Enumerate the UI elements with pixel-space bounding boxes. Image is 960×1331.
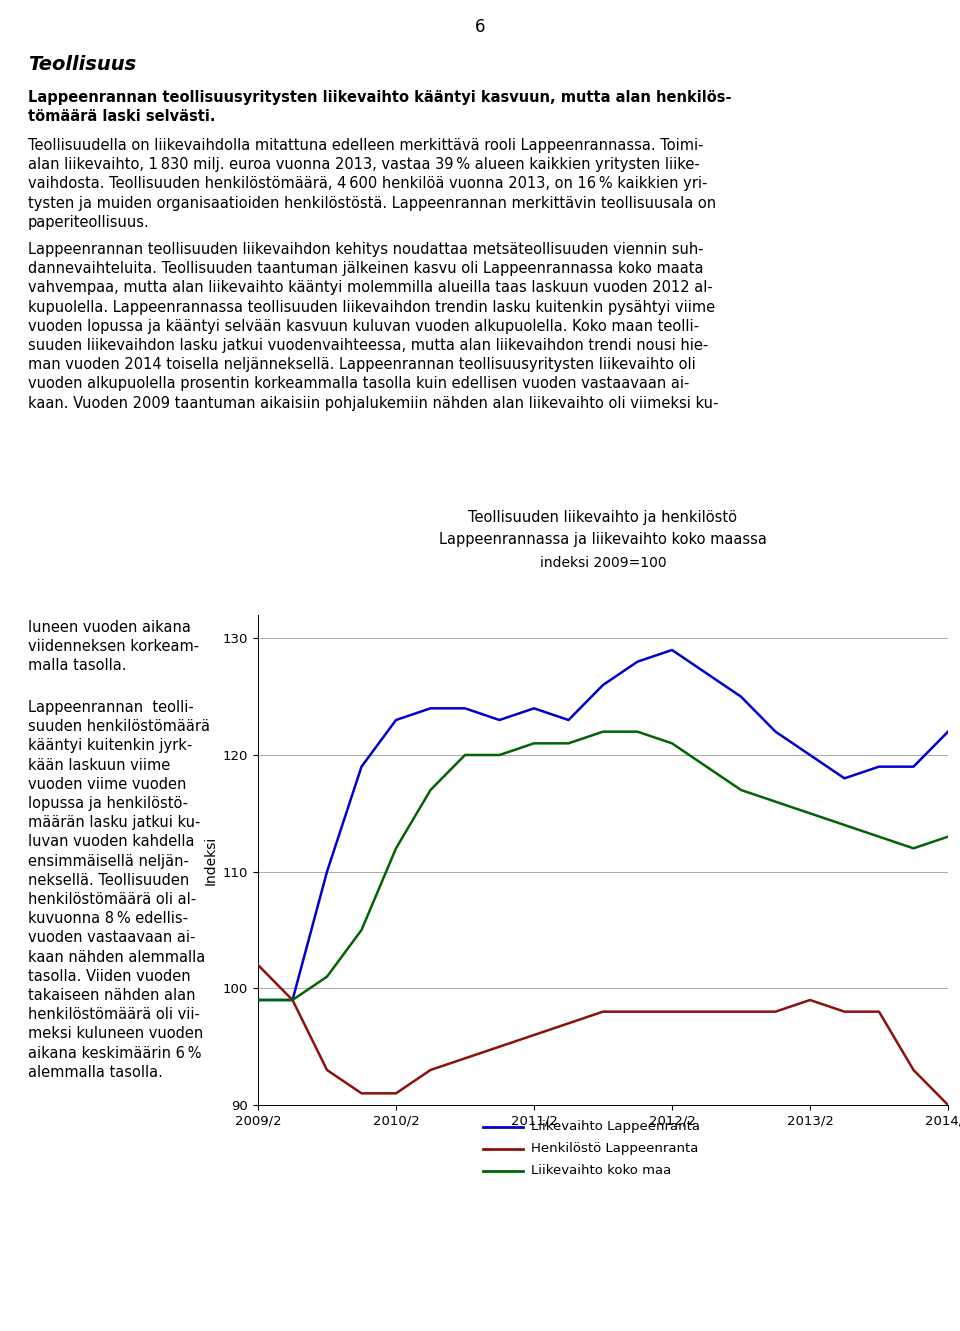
Text: Lappeenrannan teollisuusyritysten liikevaihto kääntyi kasvuun, mutta alan henkil: Lappeenrannan teollisuusyritysten liikev… <box>28 91 732 124</box>
Text: luneen vuoden aikana
viidenneksen korkeam-
malla tasolla.: luneen vuoden aikana viidenneksen korkea… <box>28 620 199 673</box>
Text: Teollisuuden liikevaihto ja henkilöstö: Teollisuuden liikevaihto ja henkilöstö <box>468 510 737 524</box>
Text: Teollisuudella on liikevaihdolla mitattuna edelleen merkittävä rooli Lappeenrann: Teollisuudella on liikevaihdolla mitattu… <box>28 138 716 230</box>
Text: Liikevaihto koko maa: Liikevaihto koko maa <box>531 1165 671 1177</box>
Text: Liikevaihto Lappeenranta: Liikevaihto Lappeenranta <box>531 1119 700 1133</box>
Text: Lappeenrannan  teolli-
suuden henkilöstömäärä
kääntyi kuitenkin jyrk-
kään lasku: Lappeenrannan teolli- suuden henkilöstöm… <box>28 700 210 1079</box>
Text: Henkilöstö Lappeenranta: Henkilöstö Lappeenranta <box>531 1142 698 1155</box>
Text: Lappeenrannassa ja liikevaihto koko maassa: Lappeenrannassa ja liikevaihto koko maas… <box>439 532 767 547</box>
Text: indeksi 2009=100: indeksi 2009=100 <box>540 556 666 570</box>
Text: Lappeenrannan teollisuuden liikevaihdon kehitys noudattaa metsäteollisuuden vien: Lappeenrannan teollisuuden liikevaihdon … <box>28 242 718 410</box>
Text: Teollisuus: Teollisuus <box>28 55 136 75</box>
Text: 6: 6 <box>475 19 485 36</box>
Y-axis label: Indeksi: Indeksi <box>204 836 217 885</box>
